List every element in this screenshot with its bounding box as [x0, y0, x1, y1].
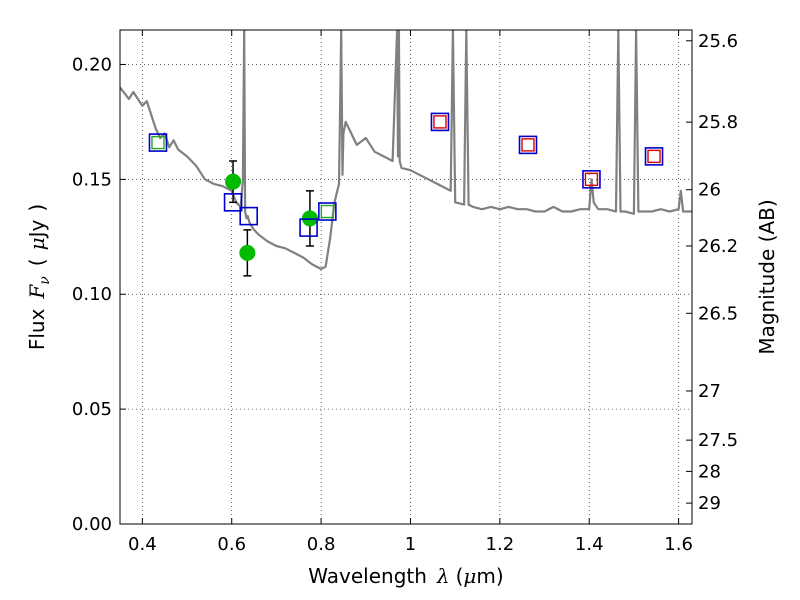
y-tick-label: 0.15	[72, 169, 112, 190]
x-tick-label: 0.8	[307, 534, 336, 555]
model-photometry-square	[582, 170, 601, 189]
y-axis-label: FluxFν(μJy)	[25, 204, 53, 350]
y2-tick-label: 28	[698, 461, 721, 482]
nir-photometry-square	[433, 115, 447, 129]
nir-photometry-square	[647, 149, 661, 164]
observed-point	[239, 244, 256, 261]
model-photometry-square	[518, 135, 538, 155]
x-tick-label: 1.6	[664, 534, 693, 555]
x-tick-label: 1.4	[575, 534, 604, 555]
model-photometry-square	[318, 202, 337, 221]
x-tick-label: 0.6	[217, 534, 246, 555]
y2-tick-label: 29	[698, 493, 721, 514]
photometry-markers	[148, 112, 664, 277]
y2-axis-label: Magnitude (AB)	[755, 199, 779, 354]
model-photometry-square	[299, 218, 318, 237]
y2-tick-label: 26.5	[698, 303, 738, 324]
nir-photometry-square	[584, 172, 599, 187]
model-spectrum	[120, 30, 692, 271]
spectrum-line	[120, 30, 692, 271]
y2-tick-label: 25.8	[698, 112, 738, 133]
x-tick-label: 0.4	[128, 534, 157, 555]
nir-photometry-square	[521, 138, 535, 152]
y-tick-label: 0.20	[72, 54, 112, 75]
plot-frame	[119, 29, 693, 525]
model-photometry-square	[644, 147, 664, 166]
y2-axis-ticks: 25.6 25.8 26 26.2 26.5 27 27.5 28 29	[686, 31, 738, 514]
x-tick-label: 1	[405, 534, 416, 555]
observed-point	[225, 173, 242, 190]
x-axis-label: Wavelength λ (μm)	[308, 564, 503, 588]
x-axis-ticks: 0.4 0.6 0.8 1 1.2 1.4 1.6	[128, 30, 693, 555]
y2-tick-label: 26.2	[698, 236, 738, 257]
y-tick-label: 0.10	[72, 284, 112, 305]
model-photometry-square	[239, 206, 258, 226]
y2-tick-label: 27.5	[698, 430, 738, 451]
optical-photometry-square	[151, 135, 165, 150]
optical-photometry-square	[320, 204, 335, 219]
model-photometry-square	[223, 193, 243, 212]
y2-tick-label: 27	[698, 381, 721, 402]
y2-tick-label: 25.6	[698, 31, 738, 52]
y-axis-ticks: 0.00 0.05 0.10 0.15 0.20	[72, 54, 126, 535]
y-tick-label: 0.00	[72, 514, 112, 535]
y2-tick-label: 26	[698, 180, 721, 201]
y-tick-label: 0.05	[72, 399, 112, 420]
model-photometry-square	[430, 112, 450, 132]
x-tick-label: 1.2	[486, 534, 515, 555]
model-photometry-square	[148, 133, 168, 152]
